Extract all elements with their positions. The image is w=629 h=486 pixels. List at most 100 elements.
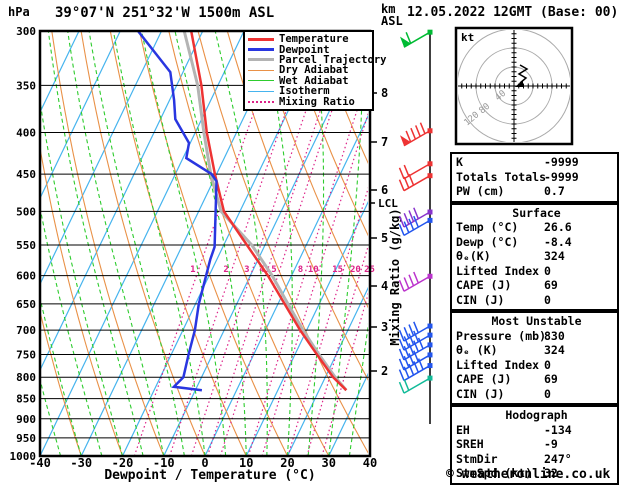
stats-row: Totals Totals -9999 xyxy=(456,170,617,185)
stats-row: SREH -9 xyxy=(456,437,617,452)
stats-section-hodograph: Hodograph EH -134 SREH -9 StmDir 247° StmSpd (k… xyxy=(450,405,619,485)
pressure-axis-unit-label: hPa xyxy=(8,5,30,19)
legend-label: Parcel Trajectory xyxy=(279,53,387,66)
legend-label: Isotherm xyxy=(279,85,330,98)
legend-item-dry-adiabat: Dry Adiabat xyxy=(248,64,372,77)
stats-section-header: Hodograph xyxy=(505,408,568,422)
pressure-tick-labels: 300 350 400 450 500 550 600 650 700 750 800 850 900 9… xyxy=(10,25,37,463)
legend-label: Temperature xyxy=(279,33,349,46)
km-tick-label: 5 xyxy=(381,231,388,245)
pressure-tick-label: 500 xyxy=(16,205,36,218)
stats-row-value: 0 xyxy=(544,357,551,372)
legend-label: Dewpoint xyxy=(279,43,330,56)
legend-line-sample xyxy=(248,90,274,92)
hodograph-unit-label: kt xyxy=(461,31,474,44)
wind-barb xyxy=(398,330,433,351)
stats-row-label: EH xyxy=(456,422,470,437)
stats-row-value: -9999 xyxy=(544,155,579,169)
stats-row: CIN (J) 0 xyxy=(456,387,617,402)
stats-row: Dewp (°C) -8.4 xyxy=(456,235,617,250)
stats-row-label: K xyxy=(456,155,463,169)
profile-dewpoint xyxy=(137,32,218,392)
legend-line-sample xyxy=(248,69,274,71)
mixing-ratio-labels: 1 2 3 4 5 8 10 15 20 25 xyxy=(190,265,375,275)
stats-row-label: SREH xyxy=(456,437,484,451)
wind-barbs xyxy=(398,29,433,394)
legend-item-mixing-ratio: Mixing Ratio xyxy=(248,95,372,108)
legend-line-sample xyxy=(248,80,274,82)
stats-row: Lifted Index 0 xyxy=(456,264,617,279)
stats-row-label: θₑ (K) xyxy=(456,343,498,357)
stats-row-label: Lifted Index xyxy=(456,263,540,278)
km-ticks: 8 7 6 5 4 3 2 LCL xyxy=(370,86,398,378)
legend-label: Mixing Ratio xyxy=(279,95,355,108)
legend-line-sample xyxy=(248,100,274,103)
legend-label: Wet Adiabat xyxy=(279,74,349,87)
stats-row-label: CAPE (J) xyxy=(456,372,512,386)
wind-barb xyxy=(398,173,433,192)
stats-row-label: PW (cm) xyxy=(456,184,505,198)
temp-tick-label: 0 xyxy=(201,456,208,470)
stats-row-value: 26.6 xyxy=(544,220,572,234)
copyright-label: © weatheronline.co.uk xyxy=(446,467,611,482)
mixing-ratio-label: 5 xyxy=(271,265,276,275)
stats-row-value: 324 xyxy=(544,249,565,263)
stats-section-surface: Surface Temp (°C) 26.6 Dewp (°C) -8.4 θₑ(K) 32… xyxy=(450,202,619,311)
wet-adiabat-lines xyxy=(41,32,368,455)
run-date-label: 12.05.2022 12GMT (Base: 00) xyxy=(407,5,619,20)
stats-row-label: Lifted Index xyxy=(456,357,540,372)
pressure-tick-label: 550 xyxy=(16,239,36,252)
hodograph-trace xyxy=(517,64,529,84)
asl-label: ASL xyxy=(381,14,403,28)
stats-row: StmSpd (kt) 32 xyxy=(456,466,617,481)
pressure-gridlines xyxy=(41,84,369,439)
stats-row: θₑ (K) 324 xyxy=(456,343,617,358)
stats-row-value: 0 xyxy=(544,263,551,278)
pressure-tick-label: 300 xyxy=(16,25,36,38)
pressure-tick-label: 850 xyxy=(16,393,36,406)
km-tick-label: 4 xyxy=(381,279,388,293)
temp-tick-label: 40 xyxy=(363,456,377,470)
stats-row-value: 69 xyxy=(544,278,558,292)
lcl-label: LCL xyxy=(378,197,398,210)
stats-row-label: StmDir xyxy=(456,451,498,466)
temp-tick-label: -10 xyxy=(153,456,175,470)
stats-row-value: 0 xyxy=(544,292,551,307)
stats-row-value: 69 xyxy=(544,372,558,386)
stats-row-value: 324 xyxy=(544,343,565,357)
stats-row: Lifted Index 0 xyxy=(456,358,617,373)
plot-border xyxy=(38,29,372,458)
stats-row-label: CIN (J) xyxy=(456,386,505,401)
legend-item-temperature: Temperature xyxy=(248,34,372,44)
legend-line-sample xyxy=(248,58,274,62)
mixing-ratio-axis-label: Mixing Ratio (g/kg) xyxy=(388,208,402,345)
stats-section-indices: K -9999 Totals Totals -9999 PW (cm) 0.7 xyxy=(450,152,619,203)
stats-section-header: Most Unstable xyxy=(491,314,582,328)
pressure-tick-label: 600 xyxy=(16,270,36,283)
pressure-tick-label: 800 xyxy=(16,371,36,384)
temp-tick-label: 20 xyxy=(280,456,294,470)
pressure-tick-label: 950 xyxy=(16,432,36,445)
km-tick-label: 2 xyxy=(381,364,388,378)
wind-barb xyxy=(398,215,433,237)
legend-label: Dry Adiabat xyxy=(279,64,349,77)
profile-temperature xyxy=(190,32,348,392)
stats-row: K -9999 xyxy=(456,155,617,170)
stats-row: StmDir 247° xyxy=(456,452,617,467)
station-title: 39°07'N 251°32'W 1500m ASL xyxy=(55,5,275,21)
mixing-ratio-label: 3 xyxy=(244,265,249,275)
km-tick-label: 7 xyxy=(381,135,388,149)
profile-parcel-trajectory xyxy=(182,32,348,392)
stats-row-value: 32 xyxy=(544,466,558,480)
mixing-ratio-label: 15 xyxy=(332,265,343,275)
mixing-ratio-label: 8 xyxy=(298,265,303,275)
stats-row-label: CAPE (J) xyxy=(456,278,512,292)
stats-row-value: 0 xyxy=(544,386,551,401)
legend-line-sample xyxy=(248,48,274,52)
stats-row: CAPE (J) 69 xyxy=(456,372,617,387)
wind-barb xyxy=(400,122,433,147)
wind-barb xyxy=(398,207,433,228)
pressure-tick-label: 900 xyxy=(16,413,36,426)
legend-line-sample xyxy=(248,37,274,41)
